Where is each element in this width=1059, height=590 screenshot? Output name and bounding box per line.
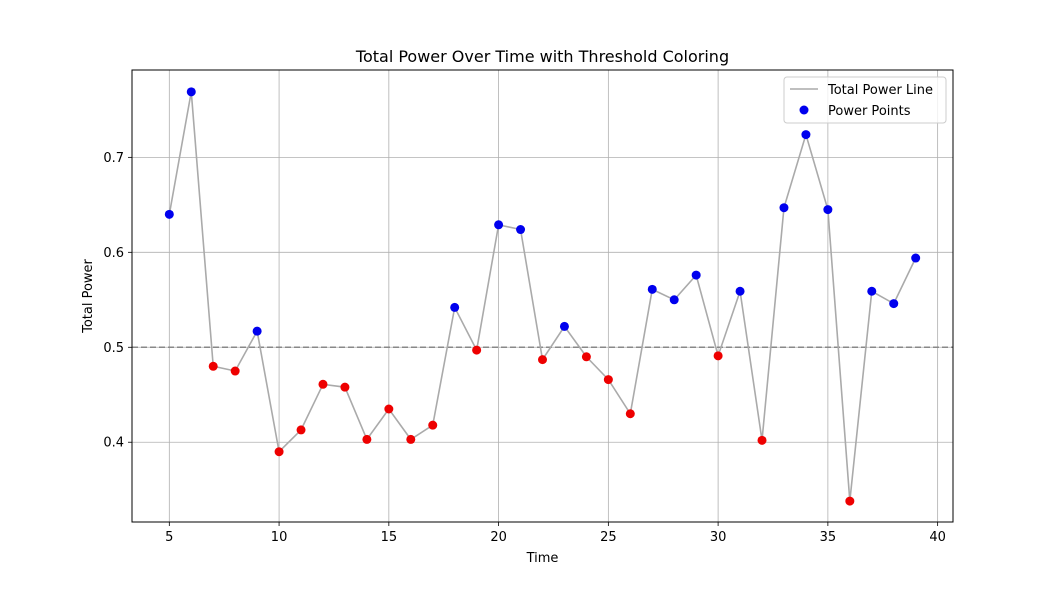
x-tick-label: 20 [490, 530, 507, 545]
data-point [669, 295, 679, 305]
data-point [406, 434, 416, 444]
data-point [735, 286, 745, 296]
data-point [208, 361, 218, 371]
y-tick-label: 0.5 [103, 341, 124, 356]
y-axis-label: Total Power [81, 258, 96, 333]
x-tick-label: 35 [820, 530, 837, 545]
data-point [603, 375, 613, 385]
data-point [428, 420, 438, 430]
data-point [889, 299, 899, 309]
data-point [274, 447, 284, 457]
chart-title: Total Power Over Time with Threshold Col… [355, 47, 729, 66]
legend-line-label: Total Power Line [827, 83, 933, 98]
data-point [472, 345, 482, 355]
data-point [867, 286, 877, 296]
data-point [779, 203, 789, 213]
x-tick-label: 15 [381, 530, 398, 545]
data-point [559, 321, 569, 331]
data-point [823, 205, 833, 215]
data-point [581, 352, 591, 362]
plot-frame [131, 69, 954, 523]
data-point [384, 404, 394, 414]
grid-layer [132, 70, 953, 522]
y-ticks: 0.4 0.5 0.6 0.7 [103, 151, 132, 451]
data-point [713, 351, 723, 361]
x-tick-label: 5 [165, 530, 173, 545]
data-point [318, 379, 328, 389]
data-point [340, 382, 350, 392]
y-tick-label: 0.4 [103, 436, 124, 451]
data-point [450, 302, 460, 312]
data-point [845, 496, 855, 506]
data-point [186, 87, 196, 97]
data-point [362, 434, 372, 444]
y-tick-label: 0.6 [103, 246, 124, 261]
data-point [230, 366, 240, 376]
x-axis-label: Time [526, 551, 559, 566]
y-tick-label: 0.7 [103, 151, 124, 166]
data-point [647, 284, 657, 294]
data-point [801, 130, 811, 140]
data-point [494, 220, 504, 230]
x-tick-label: 10 [271, 530, 288, 545]
x-tick-label: 25 [600, 530, 617, 545]
data-point [516, 225, 526, 235]
data-point [691, 270, 701, 280]
data-point [252, 326, 262, 336]
data-point [757, 435, 767, 445]
x-tick-label: 30 [710, 530, 727, 545]
series-line-total-power [168, 91, 917, 502]
data-point [911, 253, 921, 263]
legend-box [783, 76, 947, 124]
data-point [296, 425, 306, 435]
legend-point-label: Power Points [828, 104, 911, 119]
data-point [538, 355, 547, 365]
data-point [164, 209, 174, 219]
x-ticks: 5 10 15 20 25 30 35 40 [165, 522, 946, 545]
legend: Total Power Line Power Points [783, 76, 947, 124]
x-tick-label: 40 [929, 530, 946, 545]
points-layer [164, 87, 921, 506]
legend-point-swatch [799, 105, 809, 115]
data-point [625, 409, 635, 419]
